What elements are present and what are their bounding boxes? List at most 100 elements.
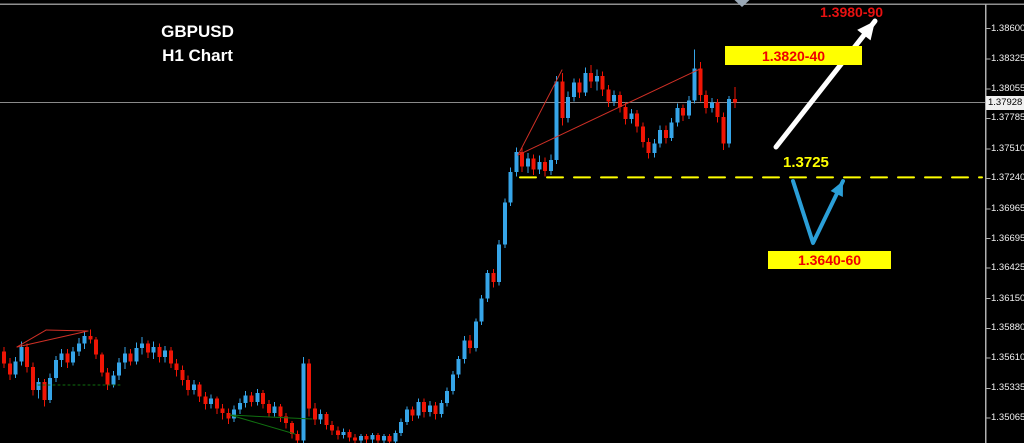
white-projection-arrow xyxy=(773,18,878,150)
bear-candle-body xyxy=(99,354,104,373)
green-pennant-lower xyxy=(229,414,296,435)
chart-title-timeframe: H1 Chart xyxy=(162,46,233,65)
bull-candle-body xyxy=(393,432,398,442)
bull-candle-body xyxy=(669,122,674,138)
bull-candle-body xyxy=(571,82,576,98)
left-wedge-line-lower xyxy=(16,330,89,348)
bear-candle-body xyxy=(491,273,496,283)
bear-candle-body xyxy=(347,431,352,438)
bear-candle-body xyxy=(543,161,548,171)
bear-candle-body xyxy=(214,398,219,409)
bear-candle-body xyxy=(266,404,271,414)
axis-tick-label: 1.38600 xyxy=(991,22,1024,34)
bull-candle-body xyxy=(612,94,617,102)
bull-candle-body xyxy=(450,374,455,392)
bull-candle-body xyxy=(243,395,248,404)
bull-candle-body xyxy=(13,361,18,375)
bear-candle-body xyxy=(197,384,202,397)
support-zone-label: 1.3640-60 xyxy=(768,251,891,269)
bear-candle-body xyxy=(203,396,208,405)
bear-candle-body xyxy=(324,414,329,426)
scroll-position-marker-icon xyxy=(734,0,750,7)
bull-candle-body xyxy=(53,360,58,378)
bull-candle-body xyxy=(19,346,24,362)
bull-candle-body xyxy=(404,409,409,422)
green-pennant-upper xyxy=(229,414,313,420)
bull-candle-body xyxy=(381,436,386,441)
bull-candle-body xyxy=(191,384,196,390)
axis-tick-label: 1.37785 xyxy=(991,112,1024,124)
bull-candle-body xyxy=(514,152,519,172)
resistance-zone-label: 1.3820-40 xyxy=(725,46,862,65)
bull-candle-body xyxy=(341,431,346,436)
bear-candle-body xyxy=(65,353,70,363)
bear-candle-body xyxy=(704,94,709,109)
bull-candle-body xyxy=(237,403,242,410)
chart-title: GBPUSD H1 Chart xyxy=(145,20,250,68)
bull-candle-body xyxy=(59,353,64,361)
red-triangle-long xyxy=(517,68,701,156)
axis-tick-label: 1.36965 xyxy=(991,202,1024,214)
bear-candle-body xyxy=(353,437,358,441)
bear-candle-body xyxy=(2,351,6,364)
bull-candle-body xyxy=(709,102,714,109)
bull-candle-body xyxy=(439,403,444,415)
bear-candle-body xyxy=(617,94,622,107)
bear-candle-body xyxy=(410,409,415,416)
bull-candle-body xyxy=(232,409,237,419)
bull-candle-body xyxy=(255,393,260,403)
axis-tick-label: 1.35335 xyxy=(991,382,1024,394)
left-wedge-line-steep xyxy=(16,329,47,348)
bull-candle-body xyxy=(301,363,306,441)
red-triangle-steep xyxy=(517,69,563,156)
bear-candle-body xyxy=(25,346,30,367)
white-projection-arrow-head xyxy=(857,21,875,41)
bull-candle-body xyxy=(537,161,542,170)
bear-candle-body xyxy=(646,142,651,154)
axis-tick-label: 1.38055 xyxy=(991,82,1024,94)
bear-candle-body xyxy=(589,72,594,82)
bear-candle-body xyxy=(520,152,525,167)
bull-candle-body xyxy=(658,130,663,144)
bull-candle-body xyxy=(566,97,571,118)
bull-candle-body xyxy=(71,351,76,363)
bear-candle-body xyxy=(600,76,605,90)
bear-candle-body xyxy=(721,116,726,144)
bear-candle-body xyxy=(128,353,133,362)
bull-candle-body xyxy=(151,346,156,353)
bull-candle-body xyxy=(399,421,404,433)
bear-candle-body xyxy=(174,363,179,371)
bull-candle-body xyxy=(473,321,478,349)
bull-candle-body xyxy=(272,406,277,414)
bear-candle-body xyxy=(7,363,12,375)
bull-candle-body xyxy=(163,350,168,357)
bull-candle-body xyxy=(594,76,599,82)
bull-candle-body xyxy=(652,143,657,154)
bull-candle-body xyxy=(427,405,432,412)
bull-candle-body xyxy=(479,298,484,322)
bear-candle-body xyxy=(468,340,473,349)
axis-tick-label: 1.36695 xyxy=(991,232,1024,244)
bear-candle-body xyxy=(681,108,686,116)
bear-candle-body xyxy=(376,435,381,441)
bull-candle-body xyxy=(117,362,122,376)
chart-title-symbol: GBPUSD xyxy=(161,22,234,41)
bear-candle-body xyxy=(249,395,254,403)
axis-tick-label: 1.35610 xyxy=(991,351,1024,363)
bear-candle-body xyxy=(531,158,536,170)
bull-candle-body xyxy=(122,353,127,363)
bear-candle-body xyxy=(226,413,231,419)
bull-candle-body xyxy=(76,343,81,352)
bull-candle-body xyxy=(48,377,53,400)
bull-candle-body xyxy=(727,99,732,144)
axis-tick-label: 1.37510 xyxy=(991,142,1024,154)
bull-candle-body xyxy=(36,382,41,390)
bear-candle-body xyxy=(94,339,99,355)
bear-candle-body xyxy=(635,113,640,127)
blue-pullback-arrow xyxy=(791,179,845,246)
bull-candle-body xyxy=(445,391,450,404)
bear-candle-body xyxy=(168,350,173,364)
bear-candle-body xyxy=(307,363,312,409)
bear-candle-body xyxy=(284,416,289,423)
